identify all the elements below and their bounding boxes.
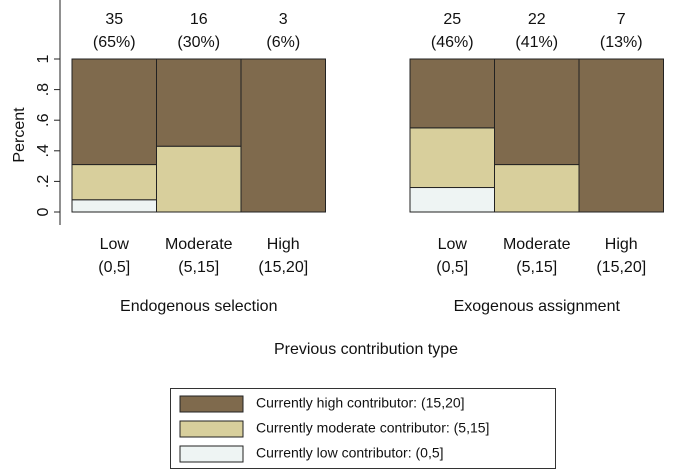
y-tick-label: 0 bbox=[35, 207, 52, 216]
bar-share: (65%) bbox=[93, 34, 136, 51]
x-tick-label: Low bbox=[438, 236, 468, 253]
bar-count: 7 bbox=[617, 11, 626, 28]
bar-segment bbox=[494, 58, 580, 166]
y-tick-label: .8 bbox=[35, 83, 52, 96]
bar-count: 22 bbox=[528, 11, 546, 28]
x-tick-range: (15,20] bbox=[596, 259, 646, 276]
legend-swatch bbox=[179, 395, 244, 413]
bar-share: (46%) bbox=[431, 34, 474, 51]
bar-segment bbox=[409, 58, 495, 129]
x-tick-label: High bbox=[267, 236, 300, 253]
bar-share: (6%) bbox=[266, 34, 300, 51]
x-tick-label: Moderate bbox=[165, 236, 233, 253]
x-tick-label: Moderate bbox=[503, 236, 571, 253]
group-label: Endogenous selection bbox=[120, 298, 277, 315]
bar-segment bbox=[409, 127, 495, 189]
y-axis-label: Percent bbox=[11, 107, 28, 163]
bar-segment bbox=[156, 145, 242, 213]
bar-count: 16 bbox=[190, 11, 208, 28]
x-tick-label: Low bbox=[100, 236, 130, 253]
legend-label: Currently high contributor: (15,20] bbox=[256, 395, 465, 411]
x-tick-range: (0,5] bbox=[436, 259, 468, 276]
y-tick-label: .2 bbox=[35, 175, 52, 188]
x-tick-range: (5,15] bbox=[178, 259, 219, 276]
legend-swatch bbox=[179, 445, 244, 463]
bar-segment bbox=[71, 164, 157, 201]
bar-count: 25 bbox=[443, 11, 461, 28]
bar-segment bbox=[71, 58, 157, 166]
legend-swatch bbox=[179, 420, 244, 438]
bar-segment bbox=[240, 58, 326, 213]
bar-segment bbox=[578, 58, 664, 213]
group-label: Exogenous assignment bbox=[454, 298, 621, 315]
x-axis-label: Previous contribution type bbox=[274, 341, 458, 358]
bar-segment bbox=[71, 199, 157, 213]
bar-segment bbox=[494, 164, 580, 213]
bar-count: 3 bbox=[279, 11, 288, 28]
bar-segment bbox=[409, 187, 495, 213]
x-tick-label: High bbox=[605, 236, 638, 253]
y-tick-label: 1 bbox=[35, 54, 52, 63]
bar-segment bbox=[156, 58, 242, 147]
x-tick-range: (0,5] bbox=[98, 259, 130, 276]
x-tick-range: (5,15] bbox=[516, 259, 557, 276]
bar-share: (41%) bbox=[515, 34, 558, 51]
y-tick-label: .4 bbox=[35, 144, 52, 157]
bar-share: (30%) bbox=[177, 34, 220, 51]
legend-label: Currently moderate contributor: (5,15] bbox=[256, 420, 489, 436]
x-tick-range: (15,20] bbox=[258, 259, 308, 276]
bar-count: 35 bbox=[105, 11, 123, 28]
y-tick-label: .6 bbox=[35, 113, 52, 126]
legend-label: Currently low contributor: (0,5] bbox=[256, 445, 444, 461]
bar-share: (13%) bbox=[600, 34, 643, 51]
